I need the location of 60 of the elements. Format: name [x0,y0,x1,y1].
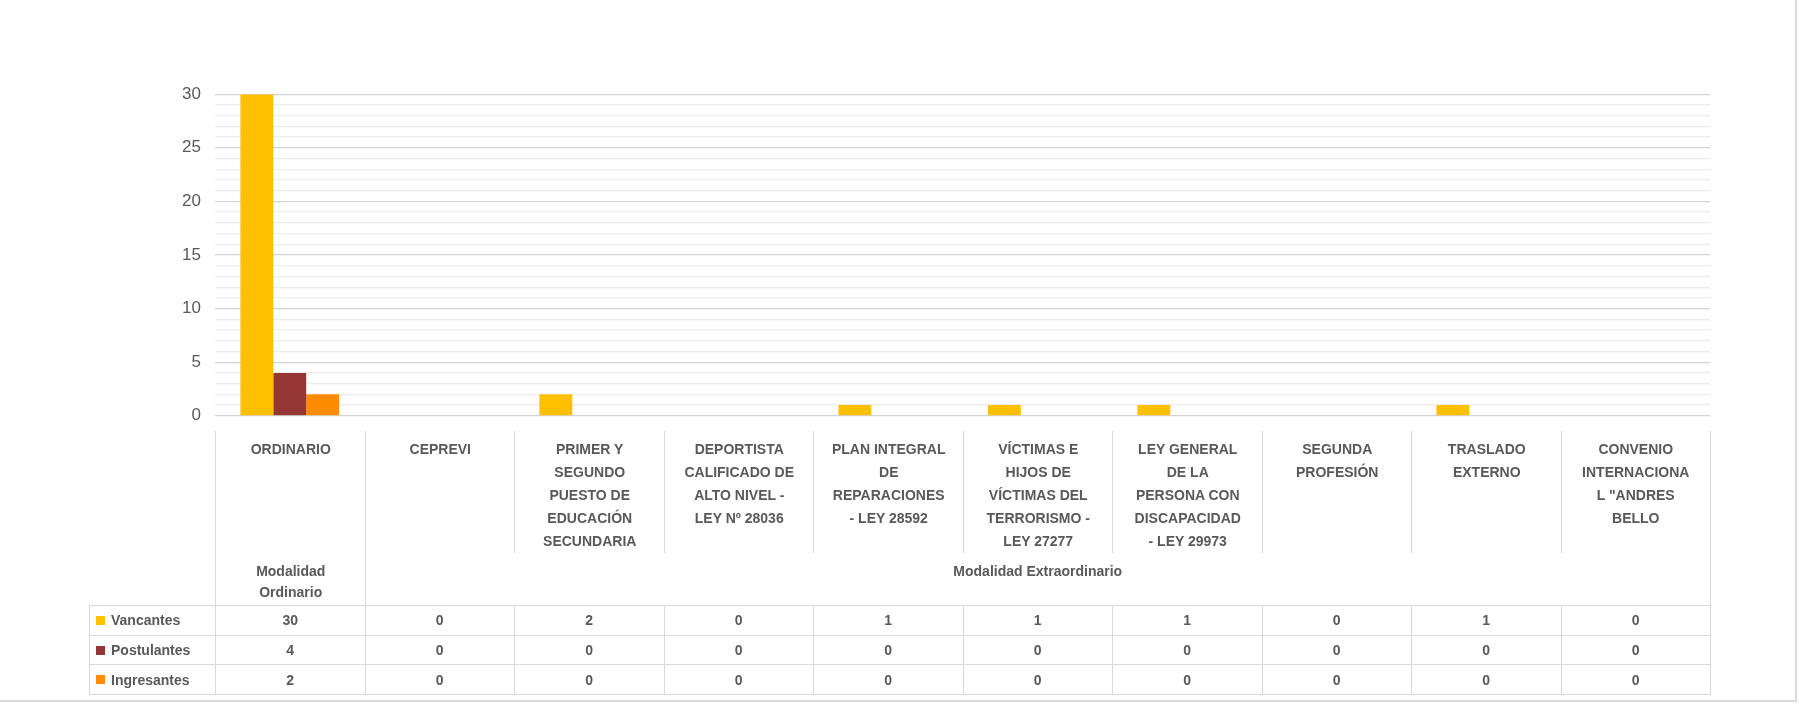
x-tick-label: ORDINARIO [249,440,332,459]
y-tick-label: 30 [182,83,201,103]
data-label: 0 [663,634,814,666]
y-tick-label: 15 [182,244,201,264]
bar [1436,405,1470,416]
data-label: 0 [1261,664,1412,696]
data-label: 0 [364,605,515,636]
bar [306,394,340,416]
data-label: 0 [364,634,515,666]
x-tick-label: PLAN INTEGRAL DE REPARACIONES - LEY 28592 [831,440,946,528]
legend-label: Ingresantes [111,671,190,688]
data-label: 0 [1560,634,1711,666]
x-tick-label: LEY GENERAL DE LA PERSONA CON DISCAPACIDAD - LEY 29973 [1133,440,1242,551]
bar [838,405,872,416]
data-label: 0 [364,664,515,696]
data-label: 0 [1261,605,1412,636]
data-label: 0 [813,634,964,666]
x-tick-label: DEPORTISTA CALIFICADO DE ALTO NIVEL - LEY Nº 28036 [683,440,796,528]
bar [1137,405,1171,416]
data-label: 0 [962,634,1113,666]
x-tick-label: SEGUNDA PROFESIÓN [1295,440,1380,482]
y-tick-label: 0 [191,405,201,425]
y-tick-label: 5 [191,351,201,371]
bar [987,405,1021,416]
data-label: 1 [962,605,1113,636]
x-tick-label: PRIMER Y SEGUNDO PUESTO DE EDUCACIÓN SECUNDARIA [542,440,638,551]
data-label: 0 [514,634,665,666]
y-tick-label: 20 [182,191,201,211]
text: Modalidad Extraordinario [952,562,1124,581]
data-label: 0 [1560,605,1711,636]
x-tick-label: TRASLADO EXTERNO [1446,440,1527,482]
data-label: 0 [1411,634,1562,666]
data-label: 0 [1112,634,1263,666]
bar [273,372,307,416]
bar [240,94,274,416]
y-tick-label: 25 [182,137,201,157]
data-label: 0 [962,664,1113,696]
text: Modalidad Ordinario [255,562,327,602]
data-label: 2 [514,605,665,636]
x-tick-label: CONVENIO INTERNACIONAL "ANDRES BELLO [1581,440,1691,528]
data-label: 0 [1261,634,1412,666]
data-label: 4 [215,634,366,666]
data-label: 0 [813,664,964,696]
data-label: 30 [215,605,366,636]
legend-label: Postulantes [111,642,191,659]
data-label: 1 [813,605,964,636]
data-label: 0 [663,664,814,696]
x-tick-label: VÍCTIMAS E HIJOS DE VÍCTIMAS DEL TERRORISMO - LEY 27277 [985,440,1091,551]
data-label: 0 [514,664,665,696]
data-label: 2 [215,664,366,696]
data-label: 0 [663,605,814,636]
bar [539,394,573,416]
data-label: 1 [1411,605,1562,636]
data-label: 0 [1112,664,1263,696]
data-label: 0 [1560,664,1711,696]
data-label: 0 [1411,664,1562,696]
y-tick-label: 10 [182,298,201,318]
x-tick-label: CEPREVI [408,440,472,459]
legend-label: Vancantes [111,612,181,629]
data-label: 1 [1112,605,1263,636]
